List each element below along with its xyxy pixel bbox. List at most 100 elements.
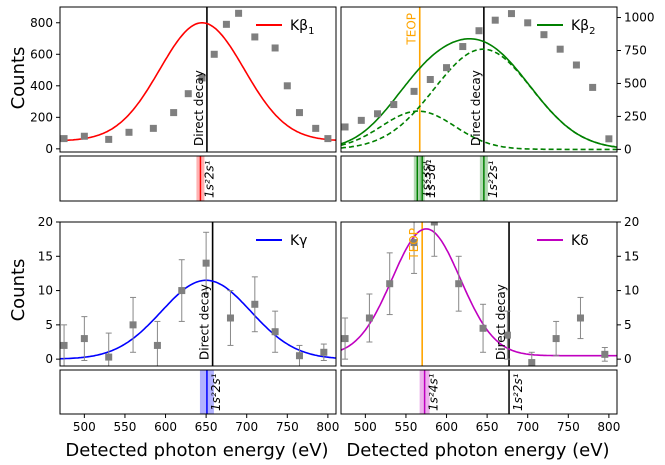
strip-frame <box>340 155 618 202</box>
legend: Kβ1 <box>256 18 315 37</box>
plot-area <box>341 7 617 152</box>
x-tick-label: 700 <box>235 420 258 434</box>
legend-label: Kγ <box>290 233 307 249</box>
y-tick-label: 15 <box>624 249 639 263</box>
direct-decay-label: Direct decay <box>198 284 212 360</box>
data-point <box>60 135 68 143</box>
transition-label: 1s²2s¹ <box>202 160 216 198</box>
data-point <box>410 239 418 247</box>
transition-label: 1s²2s¹ <box>511 373 525 411</box>
y-tick-label: 0 <box>624 352 632 366</box>
data-point <box>202 259 210 267</box>
y-tick-label: 750 <box>624 44 647 58</box>
x-tick-label: 550 <box>394 420 417 434</box>
fit-curve <box>60 22 336 142</box>
data-point <box>426 76 434 83</box>
y-tick-label: 0 <box>624 142 632 156</box>
data-point <box>80 132 88 140</box>
data-point <box>601 350 609 358</box>
data-point <box>552 335 560 343</box>
y-axis-label-top: Counts <box>8 47 29 110</box>
data-point <box>235 9 243 17</box>
data-point <box>503 331 511 339</box>
data-point <box>320 348 328 356</box>
data-point <box>251 300 259 308</box>
data-point <box>410 87 418 95</box>
direct-decay-label: Direct decay <box>469 70 483 146</box>
y-tick-label: 20 <box>38 215 53 229</box>
x-tick-label: 600 <box>154 420 177 434</box>
transition-label: 1s²4s¹ <box>427 373 441 411</box>
y-tick-label: 500 <box>624 76 647 90</box>
fit-curve <box>60 279 336 360</box>
direct-decay-label: Direct decay <box>192 70 206 146</box>
data-point <box>365 314 373 322</box>
y-tick-label: 0 <box>45 352 53 366</box>
plot-area <box>341 222 617 366</box>
transition-strip: 1s²2s¹ <box>59 369 337 415</box>
plot-area <box>60 7 336 152</box>
fit-component-curve <box>341 110 617 151</box>
data-point <box>459 43 467 51</box>
x-tick-label: 600 <box>435 420 458 434</box>
data-point <box>60 341 68 349</box>
x-tick-label: 650 <box>195 420 218 434</box>
plot-area <box>60 222 336 366</box>
data-point <box>153 341 161 349</box>
legend: Kγ <box>256 233 307 249</box>
transition-strip: 1s²2s¹ <box>59 155 337 202</box>
data-point <box>556 45 564 53</box>
x-axis-label-left: Detected photon energy (eV) <box>65 440 328 461</box>
panel-kbeta1: Direct decay 0 200 400 600 800 Kβ1 1s²2s¹ <box>30 6 337 202</box>
data-point <box>283 82 291 90</box>
data-point <box>105 135 113 143</box>
direct-decay-label: Direct decay <box>494 284 508 360</box>
y-tick-label: 20 <box>624 215 639 229</box>
y-tick-label: 800 <box>30 16 53 30</box>
x-tick-label: 650 <box>476 420 499 434</box>
fit-component-curve <box>341 48 617 149</box>
x-axis-label-right: Detected photon energy (eV) <box>346 440 609 461</box>
data-point <box>386 280 394 288</box>
legend-label: Kβ2 <box>571 18 596 37</box>
fit-curve <box>341 38 617 148</box>
y-tick-label: 5 <box>624 318 632 332</box>
data-point <box>491 16 499 24</box>
y-tick-label: 10 <box>624 284 639 298</box>
y-tick-label: 10 <box>38 284 53 298</box>
y-tick-label: 0 <box>45 142 53 156</box>
legend-subscript: 1 <box>308 26 314 37</box>
data-point <box>226 314 234 322</box>
strip-frame <box>59 155 337 202</box>
data-point <box>210 50 218 58</box>
data-point <box>390 101 398 109</box>
y-tick-label: 1000 <box>624 11 655 25</box>
y-tick-label: 200 <box>30 110 53 124</box>
transition-label: 1s²3d¹ <box>424 159 438 198</box>
data-point <box>105 353 113 361</box>
transition-label: 1s²2s¹ <box>209 373 223 411</box>
data-point <box>295 352 303 360</box>
data-point <box>443 64 451 72</box>
data-point <box>80 335 88 343</box>
x-tick-label: 550 <box>113 420 136 434</box>
data-point <box>507 10 515 18</box>
data-point <box>198 74 206 82</box>
data-point <box>295 109 303 117</box>
teop-label: TEOP <box>407 228 421 261</box>
data-point <box>251 33 259 41</box>
x-tick-label: 750 <box>276 420 299 434</box>
legend-label: Kδ <box>571 233 589 249</box>
y-tick-label: 5 <box>45 318 53 332</box>
y-tick-label: 600 <box>30 47 53 61</box>
data-point <box>184 90 192 98</box>
y-tick-label: 400 <box>30 79 53 93</box>
y-tick-label: 15 <box>38 249 53 263</box>
data-point <box>271 44 279 52</box>
data-point <box>341 123 349 131</box>
teop-label: TEOP <box>405 13 419 46</box>
data-point <box>475 27 483 35</box>
